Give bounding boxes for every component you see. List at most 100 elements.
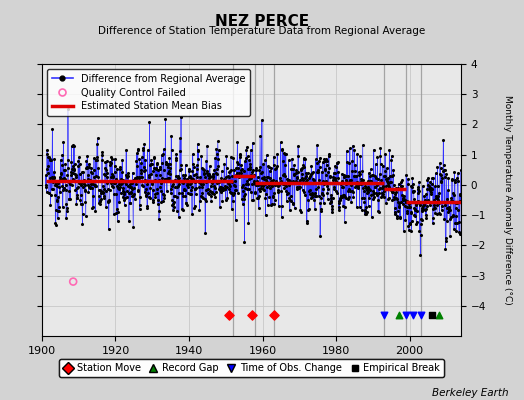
Point <box>200 174 209 180</box>
Point <box>375 209 383 216</box>
Point <box>261 177 270 183</box>
Point <box>251 188 259 195</box>
Point <box>402 208 411 214</box>
Point <box>232 164 241 171</box>
Point <box>269 176 277 183</box>
Point <box>204 186 212 192</box>
Point <box>254 182 262 189</box>
Point <box>281 150 289 157</box>
Point <box>191 179 199 185</box>
Point <box>370 190 378 196</box>
Point <box>329 174 337 180</box>
Point <box>376 145 385 151</box>
Point <box>135 175 143 182</box>
Point <box>112 191 121 198</box>
Point <box>125 218 133 224</box>
Point <box>80 187 89 194</box>
Point <box>257 182 265 188</box>
Point <box>103 158 111 164</box>
Point <box>267 165 275 172</box>
Point <box>71 187 80 194</box>
Point <box>385 194 393 201</box>
Point <box>387 157 396 163</box>
Point <box>359 195 368 201</box>
Point <box>114 185 123 191</box>
Point <box>395 200 403 206</box>
Point <box>97 196 105 202</box>
Point <box>70 167 78 174</box>
Point <box>140 164 148 170</box>
Point <box>236 151 244 158</box>
Point <box>116 184 124 190</box>
Point <box>249 197 257 203</box>
Point <box>56 188 64 195</box>
Point <box>362 211 370 217</box>
Point <box>418 208 427 214</box>
Point <box>243 178 252 184</box>
Point <box>433 210 441 217</box>
Point <box>71 172 80 178</box>
Point <box>396 214 405 221</box>
Point <box>203 169 212 176</box>
Point <box>210 191 218 197</box>
Point <box>415 228 423 234</box>
Point <box>161 160 170 167</box>
Point <box>80 181 88 187</box>
Point <box>83 164 91 171</box>
Point <box>48 176 57 182</box>
Point <box>455 192 464 198</box>
Point <box>47 192 55 198</box>
Point <box>160 195 169 201</box>
Point <box>98 152 106 158</box>
Point <box>380 312 388 318</box>
Point <box>329 195 337 201</box>
Point <box>148 180 156 186</box>
Point <box>201 196 209 202</box>
Point <box>49 186 57 193</box>
Point <box>136 167 145 174</box>
Point <box>125 181 134 187</box>
Point <box>324 195 332 202</box>
Point <box>339 184 347 190</box>
Point <box>206 174 214 180</box>
Point <box>49 179 58 185</box>
Point <box>252 182 260 188</box>
Point <box>269 153 278 160</box>
Point <box>369 196 377 202</box>
Point <box>326 195 335 202</box>
Point <box>224 180 232 186</box>
Point <box>154 201 162 207</box>
Point <box>372 180 380 186</box>
Point <box>136 206 144 212</box>
Point <box>205 174 213 181</box>
Point <box>248 197 256 203</box>
Point <box>369 146 378 153</box>
Point <box>316 233 324 240</box>
Point <box>367 214 376 220</box>
Point <box>364 178 372 185</box>
Point <box>417 205 425 212</box>
Point <box>135 156 144 162</box>
Point <box>142 192 150 198</box>
Point <box>329 177 337 183</box>
Point <box>364 188 373 195</box>
Point <box>424 181 432 188</box>
Point <box>406 204 414 210</box>
Point <box>271 178 280 185</box>
Point <box>322 158 331 164</box>
Point <box>111 169 119 175</box>
Point <box>143 181 151 188</box>
Point <box>68 143 76 150</box>
Point <box>396 214 404 221</box>
Point <box>243 186 251 192</box>
Point <box>413 186 422 193</box>
Point <box>288 166 297 172</box>
Point <box>104 198 113 204</box>
Point <box>380 184 388 191</box>
Point <box>305 187 314 193</box>
Point <box>155 176 163 183</box>
Point <box>421 212 430 218</box>
Point <box>174 181 183 187</box>
Point <box>244 166 252 172</box>
Point <box>127 188 135 195</box>
